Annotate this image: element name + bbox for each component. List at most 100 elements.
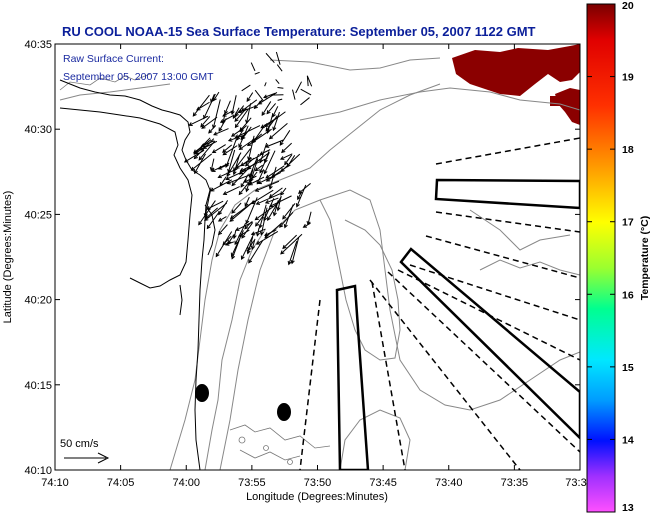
current-vector-head [227, 137, 233, 142]
current-vector-head [279, 223, 284, 228]
current-vector-head [272, 126, 277, 132]
y-tick-label: 40:15 [24, 380, 52, 392]
colorbar-ticks: 20 19 18 17 16 15 14 13 [587, 0, 634, 514]
current-vector-head [263, 170, 268, 175]
current-vector [277, 87, 284, 89]
current-vector [286, 155, 296, 168]
current-vector-head [250, 245, 255, 251]
current-vector-head [193, 155, 198, 160]
current-vector [227, 173, 252, 184]
current-vector [306, 75, 313, 87]
current-vector-head [243, 179, 248, 183]
current-vector [241, 84, 251, 92]
current-vector-head [268, 135, 274, 140]
current-vector-head [201, 124, 206, 129]
current-vector [265, 52, 275, 64]
current-vector-head [257, 100, 263, 105]
current-vector [210, 94, 215, 103]
current-vector [263, 92, 276, 98]
current-vector [241, 233, 255, 260]
current-vector [244, 196, 250, 207]
colorbar-gradient [586, 3, 616, 513]
current-vector-head [245, 187, 250, 193]
current-vector-head [280, 191, 285, 196]
current-vector-head [235, 227, 240, 231]
current-vector [232, 107, 240, 119]
current-vector [266, 173, 279, 182]
x-tick-label: 74:10 [41, 477, 69, 489]
current-vector [231, 166, 251, 186]
current-vector [247, 240, 255, 251]
current-vector-head [210, 187, 215, 192]
current-vector-head [276, 206, 281, 212]
colorbar-tick-label: 13 [622, 502, 634, 514]
current-vector-head [266, 110, 271, 115]
current-vector-head [192, 112, 197, 117]
current-vector-head [248, 181, 253, 186]
current-vector-head [280, 167, 285, 173]
current-note-line1: Raw Surface Current: [63, 53, 164, 65]
current-vector-head [211, 149, 217, 154]
colorbar-tick-label: 14 [622, 434, 634, 446]
current-vector [225, 241, 235, 246]
colorbar-tick-label: 19 [622, 72, 634, 84]
current-vector [218, 216, 227, 222]
current-vector [300, 97, 310, 106]
current-vector [208, 125, 217, 134]
current-vector-head [222, 148, 227, 153]
current-vector [222, 145, 238, 156]
current-vector-head [238, 190, 243, 196]
current-vector-head [218, 211, 223, 216]
colorbar-tick-label: 18 [622, 144, 634, 156]
current-vector-head [238, 143, 243, 149]
current-vector-head [238, 146, 244, 150]
current-vector [248, 153, 260, 178]
current-vector [245, 169, 254, 192]
x-tick-label: 73:50 [304, 477, 332, 489]
current-vector-head [254, 187, 260, 192]
current-vector-head [246, 142, 252, 147]
current-vector-head [226, 180, 231, 185]
current-vector [297, 191, 302, 200]
current-vector-head [190, 166, 195, 171]
current-vector [265, 165, 285, 179]
current-vector [266, 103, 276, 114]
current-vector [265, 115, 278, 132]
current-vector-head [245, 219, 250, 225]
current-vector-head [200, 143, 206, 148]
current-vector-head [295, 203, 300, 208]
current-vector-head [265, 174, 270, 179]
current-vector [281, 142, 293, 153]
current-vector [258, 92, 278, 105]
current-vector [259, 142, 268, 163]
current-vector [193, 139, 212, 154]
current-vector [196, 101, 210, 111]
current-vector [241, 99, 258, 112]
current-vector [210, 158, 215, 171]
surface-current-vectors [183, 51, 313, 266]
current-vector-head [238, 170, 244, 175]
current-vector-head [217, 230, 223, 236]
current-vector [191, 153, 213, 171]
current-vector [259, 149, 271, 155]
current-vector [192, 94, 210, 117]
x-axis-ticks: 74:10 74:05 74:00 73:55 73:50 73:45 73:40 73:35… [41, 44, 587, 489]
current-vector-head [234, 117, 239, 123]
current-vector-head [217, 174, 222, 179]
current-vector-head [215, 252, 220, 258]
current-vector [307, 211, 312, 225]
current-vector-head [206, 224, 211, 230]
current-vector [265, 139, 284, 148]
current-vector-head [232, 234, 237, 240]
current-vector [279, 130, 291, 146]
plot-background [55, 44, 580, 470]
current-vector [264, 229, 277, 236]
current-vector [235, 154, 261, 169]
current-vector [251, 189, 274, 204]
current-vector-head [232, 170, 237, 176]
current-vector-head [225, 163, 230, 168]
current-vector-head [263, 216, 268, 222]
current-vector-head [255, 240, 261, 245]
current-vector-head [204, 216, 209, 221]
